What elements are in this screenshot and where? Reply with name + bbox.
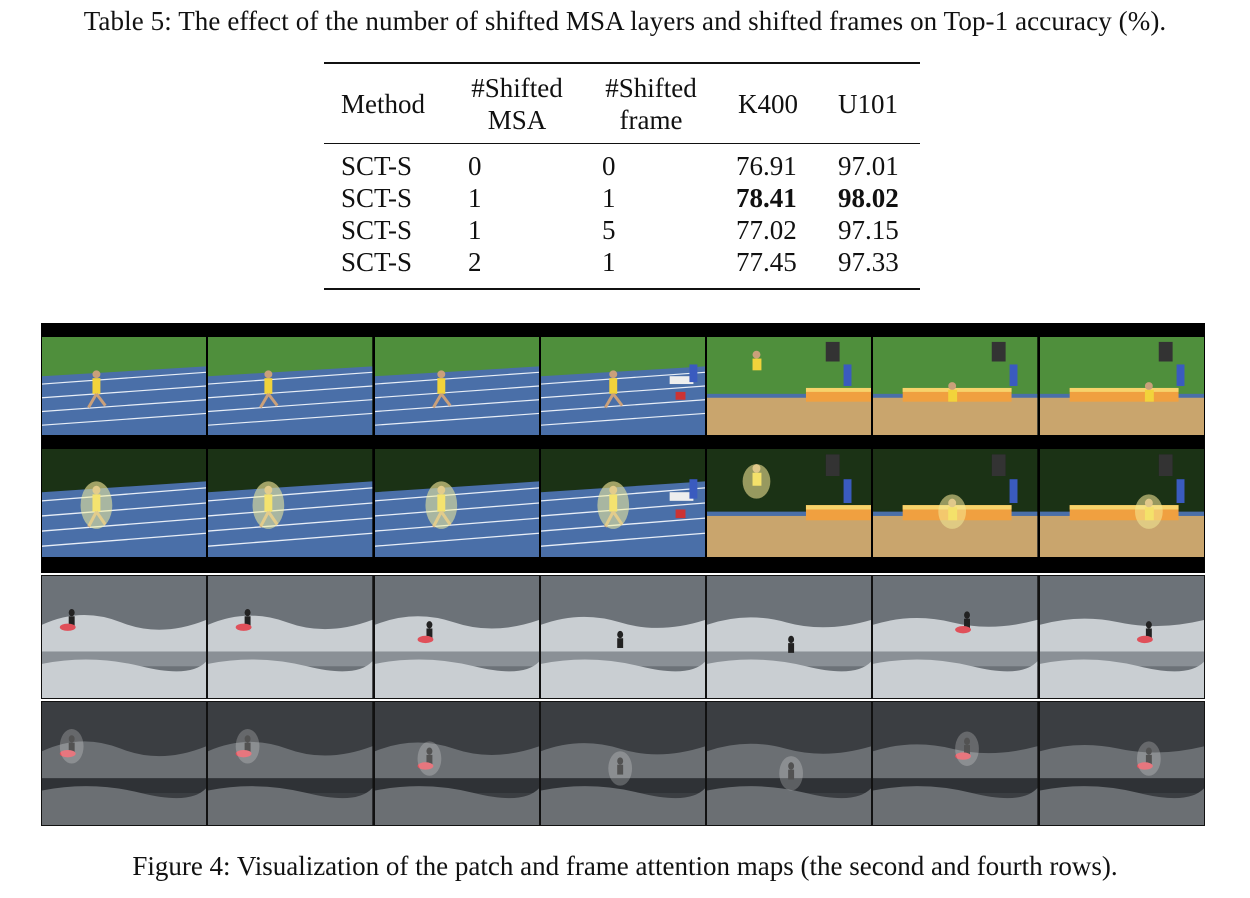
athletics-frames-thumbnail bbox=[374, 337, 539, 435]
surfing-frames-thumbnail bbox=[707, 576, 872, 698]
cell-u101-best: 98.02 bbox=[838, 183, 899, 213]
surfing-frames-thumbnail bbox=[42, 576, 207, 698]
athletics-attention-map-thumbnail bbox=[42, 449, 207, 557]
header-shifted-msa: #Shifted MSA bbox=[462, 72, 572, 136]
header-shifted-frame-line2: frame bbox=[619, 105, 683, 135]
cell-msa: 0 bbox=[468, 151, 482, 181]
surfing-attention-map-thumbnail bbox=[707, 702, 872, 825]
athletics-frames-thumbnail bbox=[707, 337, 872, 435]
cell-msa: 2 bbox=[468, 247, 482, 277]
athletics-frames-thumbnail bbox=[540, 337, 706, 435]
header-method: Method bbox=[341, 89, 425, 119]
surfing-frames-thumbnail bbox=[540, 576, 706, 698]
attention-visualization-figure bbox=[41, 323, 1205, 826]
cell-method: SCT-S bbox=[341, 247, 413, 277]
cell-method: SCT-S bbox=[341, 215, 413, 245]
surfing-frames-thumbnail bbox=[374, 576, 539, 698]
surfing-attention-map-thumbnail bbox=[374, 702, 539, 825]
surfing-attention-map-thumbnail bbox=[42, 702, 207, 825]
cell-msa: 1 bbox=[468, 215, 482, 245]
header-u101: U101 bbox=[838, 89, 898, 119]
cell-k400: 76.91 bbox=[736, 151, 797, 181]
athletics-attention-map-thumbnail bbox=[1039, 449, 1204, 557]
header-shifted-frame-line1: #Shifted bbox=[605, 73, 697, 103]
surfing-frames-thumbnail bbox=[208, 576, 373, 698]
header-shifted-msa-line2: MSA bbox=[487, 105, 547, 135]
header-shifted-msa-line1: #Shifted bbox=[471, 73, 563, 103]
surfing-attention-map-thumbnail bbox=[1039, 702, 1204, 825]
cell-k400: 77.02 bbox=[736, 215, 797, 245]
surfing-frames-thumbnail bbox=[1039, 576, 1204, 698]
surfing-attention-map-thumbnail bbox=[873, 702, 1038, 825]
cell-u101: 97.01 bbox=[838, 151, 899, 181]
athletics-attention-map-thumbnail bbox=[540, 449, 706, 557]
athletics-attention-map-thumbnail bbox=[707, 449, 872, 557]
surfing-frames-thumbnail bbox=[873, 576, 1038, 698]
cell-frame: 5 bbox=[602, 215, 616, 245]
athletics-attention-map-thumbnail bbox=[873, 449, 1038, 557]
header-rule bbox=[324, 143, 920, 144]
header-shifted-frame: #Shifted frame bbox=[596, 72, 706, 136]
cell-u101: 97.15 bbox=[838, 215, 899, 245]
surfing-attention-map-thumbnail bbox=[208, 702, 373, 825]
cell-method: SCT-S bbox=[341, 183, 413, 213]
cell-frame: 1 bbox=[602, 247, 616, 277]
cell-k400-best: 78.41 bbox=[736, 183, 797, 213]
results-table: Method #Shifted MSA #Shifted frame K400 … bbox=[324, 62, 920, 290]
cell-k400: 77.45 bbox=[736, 247, 797, 277]
athletics-frames-thumbnail bbox=[1039, 337, 1204, 435]
surfing-attention-map-thumbnail bbox=[540, 702, 706, 825]
cell-method: SCT-S bbox=[341, 151, 413, 181]
athletics-attention-map-thumbnail bbox=[208, 449, 373, 557]
table-caption: Table 5: The effect of the number of shi… bbox=[83, 6, 1167, 36]
cell-frame: 1 bbox=[602, 183, 616, 213]
cell-u101: 97.33 bbox=[838, 247, 899, 277]
athletics-frames-thumbnail bbox=[208, 337, 373, 435]
athletics-frames-thumbnail bbox=[42, 337, 207, 435]
cell-frame: 0 bbox=[602, 151, 616, 181]
cell-msa: 1 bbox=[468, 183, 482, 213]
athletics-attention-map-thumbnail bbox=[374, 449, 539, 557]
figure-caption: Figure 4: Visualization of the patch and… bbox=[132, 851, 1118, 881]
header-k400: K400 bbox=[738, 89, 798, 119]
athletics-frames-thumbnail bbox=[873, 337, 1038, 435]
